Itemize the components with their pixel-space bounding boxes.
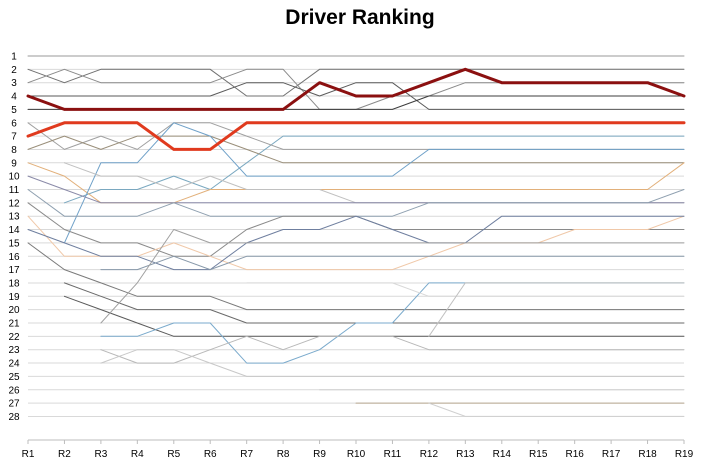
y-tick-label: 19 — [8, 292, 20, 303]
y-tick-label: 21 — [8, 319, 20, 330]
y-tick-label: 20 — [8, 305, 20, 316]
y-tick-label: 4 — [11, 92, 17, 103]
series-line-19 — [100, 255, 685, 271]
x-tick-label: R10 — [347, 449, 366, 460]
x-tick-label: R14 — [493, 449, 512, 460]
y-tick-label: 7 — [11, 132, 17, 143]
series-line-26 — [100, 349, 685, 377]
series-line-22 — [63, 295, 685, 337]
series-line-31 — [428, 402, 685, 417]
y-tick-label: 16 — [8, 252, 20, 263]
y-tick-label: 10 — [8, 172, 20, 183]
series-line-4 — [27, 82, 685, 110]
x-tick-label: R4 — [131, 449, 144, 460]
x-tick-label: R16 — [565, 449, 584, 460]
y-tick-label: 26 — [8, 385, 20, 396]
chart-title: Driver Ranking — [285, 6, 435, 29]
x-tick-label: R9 — [313, 449, 326, 460]
series-line-20 — [27, 242, 685, 311]
x-tick-label: R7 — [240, 449, 253, 460]
x-tick-label: R1 — [22, 449, 35, 460]
y-tick-label: 22 — [8, 332, 20, 343]
y-tick-label: 1 — [11, 52, 17, 63]
series-line-12 — [63, 122, 685, 244]
x-tick-label: R17 — [602, 449, 621, 460]
x-tick-label: R13 — [456, 449, 475, 460]
y-tick-label: 9 — [11, 158, 17, 169]
series-line-7 — [26, 121, 686, 151]
y-tick-label: 25 — [8, 372, 20, 383]
y-tick-label: 8 — [11, 145, 17, 156]
x-tick-label: R19 — [675, 449, 694, 460]
series-line-3 — [27, 68, 685, 110]
series-line-30 — [428, 282, 685, 337]
y-tick-label: 2 — [11, 65, 17, 76]
series-line-29 — [246, 282, 685, 297]
y-tick-label: 13 — [8, 212, 20, 223]
series-line-13 — [63, 162, 685, 204]
y-axis-ticks: 1234567891011121314151617181920212223242… — [8, 52, 20, 423]
y-tick-label: 15 — [8, 238, 20, 249]
series-line-21 — [63, 282, 685, 324]
series-line-18 — [27, 215, 685, 271]
series-line-25 — [100, 335, 685, 364]
y-tick-label: 28 — [8, 412, 20, 423]
series-line-11 — [27, 162, 685, 204]
series-line-23 — [100, 229, 685, 324]
series-line-10 — [27, 135, 685, 164]
x-tick-label: R18 — [638, 449, 657, 460]
series-line-2 — [27, 68, 685, 97]
y-tick-label: 17 — [8, 265, 20, 276]
x-tick-label: R5 — [167, 449, 180, 460]
y-tick-label: 14 — [8, 225, 20, 236]
x-tick-label: R11 — [384, 449, 402, 460]
x-tick-label: R15 — [529, 449, 548, 460]
series-group — [26, 55, 686, 417]
x-tick-label: R6 — [204, 449, 217, 460]
y-tick-label: 27 — [8, 399, 20, 410]
y-tick-label: 6 — [11, 118, 17, 129]
series-line-5 — [27, 95, 685, 110]
y-tick-label: 24 — [8, 359, 20, 370]
y-tick-label: 11 — [9, 185, 20, 196]
series-line-8 — [63, 135, 685, 204]
series-line-6 — [26, 67, 686, 111]
y-tick-label: 12 — [8, 198, 20, 209]
x-tick-label: R8 — [277, 449, 290, 460]
x-tick-label: R2 — [58, 449, 71, 460]
x-tick-label: R3 — [94, 449, 107, 460]
y-tick-label: 5 — [11, 105, 17, 116]
x-tick-label: R12 — [420, 449, 439, 460]
y-tick-label: 3 — [11, 78, 17, 89]
x-axis: R1 R2 R3 R4 R5 R6 R7 R8 R9 R10 R11 R12 R13 R14 R15 R16 R… — [22, 439, 694, 460]
y-tick-label: 18 — [8, 278, 20, 289]
y-tick-label: 23 — [8, 345, 20, 356]
